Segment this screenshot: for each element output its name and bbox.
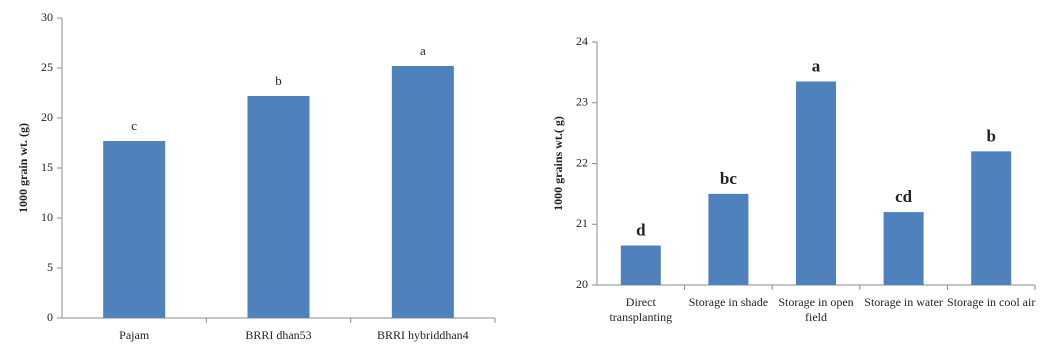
x-tick-label: Storage in open field	[778, 295, 853, 324]
bar	[620, 245, 661, 285]
bar-annotation: d	[636, 220, 646, 239]
y-tick-label: 5	[47, 260, 53, 274]
y-tick-label: 24	[576, 34, 588, 48]
x-tick-label: BRRI dhan53	[245, 328, 311, 342]
bar-annotation: a	[420, 43, 426, 58]
y-tick-label: 20	[576, 277, 588, 291]
y-tick-label: 22	[576, 155, 588, 169]
y-axis-label: 1000 grains wt.( g)	[551, 116, 565, 211]
bar-annotation: c	[131, 118, 137, 133]
y-tick-label: 23	[576, 95, 588, 109]
x-tick-label: Direct transplanting	[609, 295, 672, 324]
y-tick-label: 10	[41, 210, 53, 224]
bar	[103, 141, 166, 318]
bar-annotation: cd	[895, 187, 913, 206]
y-tick-label: 0	[47, 310, 53, 324]
bar	[971, 151, 1012, 285]
bar-annotation: b	[275, 73, 282, 88]
y-tick-label: 30	[41, 10, 53, 24]
bar	[883, 212, 924, 285]
y-tick-label: 20	[41, 110, 53, 124]
bar-annotation: b	[986, 126, 995, 145]
y-tick-label: 25	[41, 60, 53, 74]
x-tick-label: BRRI hybriddhan4	[377, 328, 469, 342]
y-tick-label: 15	[41, 160, 53, 174]
bar	[247, 96, 310, 318]
x-tick-label: Storage in cool air	[947, 295, 1035, 309]
bar-annotation: a	[812, 56, 821, 75]
bar	[708, 193, 749, 285]
x-tick-label: Storage in water	[864, 295, 943, 309]
x-tick-label: Storage in shade	[689, 295, 768, 309]
bar	[391, 66, 454, 318]
y-tick-label: 21	[576, 216, 588, 230]
x-tick-label: Pajam	[119, 328, 150, 342]
y-axis-label: 1000 grain wt. (g)	[16, 123, 30, 213]
chart: 0 5 10 15 20 25 30 1000 grain wt. (g) c Pajam b BRR…	[16, 10, 496, 342]
chart: 20 21 22 23 24 1000 grains wt.( g) d Direct tran…	[551, 34, 1036, 324]
bar	[796, 81, 836, 285]
bar-annotation: bc	[720, 169, 737, 188]
